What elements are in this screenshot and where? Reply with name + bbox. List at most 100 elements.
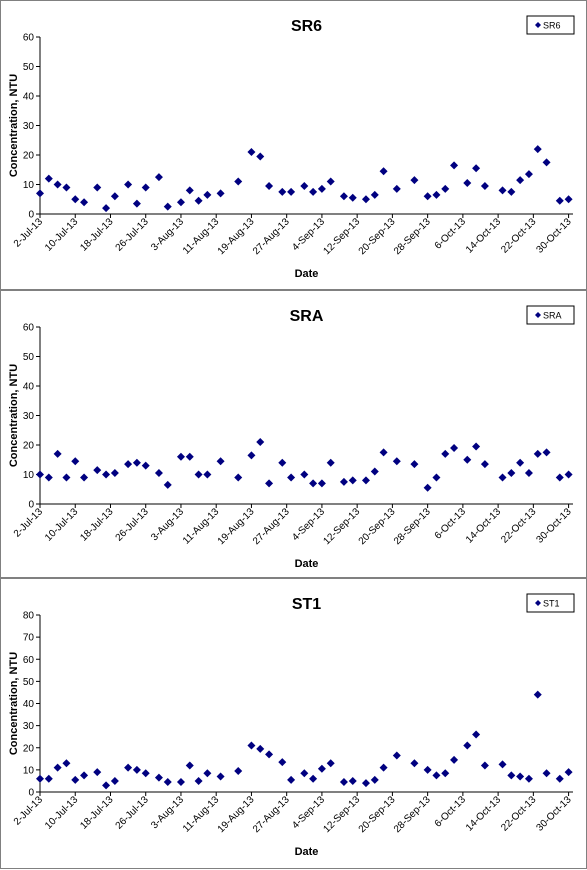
data-point bbox=[141, 461, 150, 470]
data-point bbox=[36, 189, 44, 198]
x-tick-label: 20-Sep-13 bbox=[357, 506, 398, 547]
chart-panel: SR6 0 10 20 30 40 50 60 2-Jul-1310-Jul-1318-Jul-… bbox=[8, 15, 575, 280]
data-point bbox=[256, 744, 265, 753]
data-point bbox=[410, 176, 419, 185]
x-tick-label: 3-Aug-13 bbox=[149, 506, 186, 543]
data-point bbox=[71, 195, 80, 204]
data-point bbox=[392, 184, 401, 193]
data-point bbox=[110, 192, 119, 201]
data-point bbox=[132, 765, 141, 774]
data-point bbox=[93, 466, 102, 475]
y-tick-label: 50 bbox=[23, 677, 35, 688]
data-point bbox=[194, 776, 203, 785]
x-axis-title: Date bbox=[295, 268, 319, 280]
data-point bbox=[317, 479, 326, 488]
data-point bbox=[516, 772, 525, 781]
x-tick-label: 11-Aug-13 bbox=[181, 216, 222, 257]
data-point bbox=[44, 774, 53, 783]
data-point bbox=[44, 174, 53, 183]
y-tick-label: 40 bbox=[23, 382, 35, 393]
x-tick-label: 10-Jul-13 bbox=[43, 506, 81, 544]
x-tick-label: 10-Jul-13 bbox=[43, 794, 81, 832]
data-point bbox=[339, 192, 348, 201]
data-point bbox=[441, 449, 450, 458]
legend-box bbox=[526, 15, 575, 35]
x-tick-label: 28-Sep-13 bbox=[392, 506, 433, 547]
data-point bbox=[36, 470, 44, 479]
y-tick-label: 80 bbox=[23, 611, 35, 622]
data-point bbox=[203, 190, 212, 199]
x-tick-label: 6-Oct-13 bbox=[433, 506, 469, 542]
data-point bbox=[339, 778, 348, 787]
y-tick-label: 60 bbox=[23, 655, 35, 666]
data-point bbox=[36, 774, 44, 783]
data-point bbox=[287, 187, 296, 196]
data-point bbox=[300, 769, 309, 778]
data-point bbox=[326, 177, 335, 186]
data-point bbox=[141, 769, 150, 778]
y-axis-title: Concentration, NTU bbox=[8, 652, 20, 755]
x-tick-label: 30-Oct-13 bbox=[534, 794, 574, 834]
data-point bbox=[432, 473, 441, 482]
data-point bbox=[278, 187, 287, 196]
data-point bbox=[80, 473, 89, 482]
x-tick-label: 26-Jul-13 bbox=[114, 216, 152, 254]
legend-box bbox=[526, 305, 575, 325]
data-point bbox=[361, 195, 370, 204]
y-tick-label: 40 bbox=[23, 92, 35, 103]
data-point bbox=[71, 457, 80, 466]
data-point bbox=[555, 196, 564, 205]
y-tick-label: 10 bbox=[23, 180, 35, 191]
chart-panel: SRA 0 10 20 30 40 50 60 2-Jul-1310-Jul-1318-Jul-… bbox=[8, 305, 575, 570]
data-point bbox=[309, 479, 318, 488]
chart-panel: ST1 0 10 20 30 40 50 60 70 80 2-Jul-1310-Jul-1318-… bbox=[8, 593, 575, 858]
x-tick-label: 2-Jul-13 bbox=[12, 794, 46, 828]
data-point bbox=[278, 458, 287, 467]
data-point bbox=[62, 183, 71, 192]
data-point bbox=[185, 452, 194, 461]
y-tick-label: 20 bbox=[23, 743, 35, 754]
y-tick-label: 10 bbox=[23, 470, 35, 481]
data-point bbox=[498, 473, 507, 482]
data-point bbox=[441, 769, 450, 778]
data-point bbox=[423, 192, 432, 201]
data-point bbox=[234, 177, 243, 186]
data-point bbox=[300, 470, 309, 479]
chart-title: SR6 bbox=[291, 18, 322, 35]
x-tick-label: 11-Aug-13 bbox=[181, 506, 222, 547]
data-point bbox=[102, 781, 111, 790]
y-tick-label: 20 bbox=[23, 441, 35, 452]
data-point bbox=[410, 460, 419, 469]
data-point bbox=[348, 776, 357, 785]
data-point bbox=[555, 774, 564, 783]
y-tick-label: 30 bbox=[23, 121, 35, 132]
data-point bbox=[542, 448, 551, 457]
data-point bbox=[163, 778, 172, 787]
data-point bbox=[203, 470, 212, 479]
y-tick-label: 50 bbox=[23, 352, 35, 363]
x-tick-label: 26-Jul-13 bbox=[114, 506, 152, 544]
data-point bbox=[154, 469, 163, 478]
data-point bbox=[564, 195, 573, 204]
x-tick-label: 6-Oct-13 bbox=[433, 216, 469, 252]
x-tick-label: 3-Aug-13 bbox=[149, 216, 186, 253]
data-point bbox=[265, 750, 274, 759]
data-point bbox=[516, 176, 525, 185]
y-axis-title: Concentration, NTU bbox=[8, 74, 20, 177]
x-tick-label: 22-Oct-13 bbox=[499, 506, 539, 546]
data-point bbox=[185, 186, 194, 195]
data-point bbox=[480, 460, 489, 469]
data-point bbox=[472, 730, 481, 739]
data-point bbox=[309, 187, 318, 196]
x-tick-label: 2-Jul-13 bbox=[12, 216, 46, 250]
data-point bbox=[93, 768, 102, 777]
data-point bbox=[80, 771, 89, 780]
data-point bbox=[317, 764, 326, 773]
x-tick-label: 3-Aug-13 bbox=[149, 794, 186, 831]
x-tick-label: 19-Aug-13 bbox=[216, 216, 257, 257]
x-tick-label: 14-Oct-13 bbox=[464, 794, 504, 834]
data-point bbox=[480, 761, 489, 770]
data-point bbox=[423, 483, 432, 492]
data-point bbox=[370, 467, 379, 476]
legend-box bbox=[526, 593, 575, 613]
